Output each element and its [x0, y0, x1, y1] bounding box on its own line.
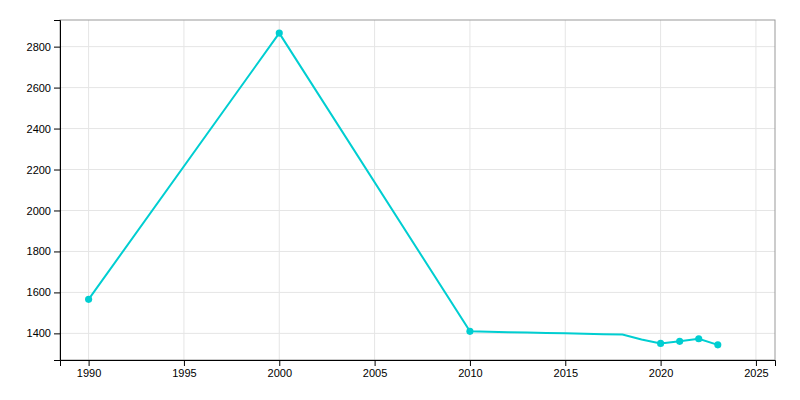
tick-mark: [54, 210, 60, 211]
grid-line-x: [279, 20, 280, 360]
tick: 2800: [27, 41, 60, 53]
tick-mark: [89, 360, 90, 366]
grid-line-x: [565, 20, 566, 360]
grid-line-x: [183, 20, 184, 360]
tick-label: 2005: [363, 367, 387, 379]
tick-mark: [54, 292, 60, 293]
marks: [85, 30, 721, 349]
tick: 1600: [27, 286, 60, 298]
tick-label: 2020: [649, 367, 673, 379]
grid-line-x: [660, 20, 661, 360]
chart: 1990 1995 2000 2005 2010 2015 2020 2025 1400 1600…: [0, 0, 800, 400]
tick: 2015: [554, 360, 578, 379]
tick-mark: [184, 360, 185, 366]
marker: [676, 338, 683, 345]
plot: 1990 1995 2000 2005 2010 2015 2020 2025 1400 1600…: [27, 20, 776, 379]
line: [89, 33, 718, 345]
tick-mark: [54, 129, 60, 130]
tick: 2025: [744, 360, 768, 379]
tick-label: 2000: [268, 367, 292, 379]
tick: 2000: [268, 360, 292, 379]
tick-mark: [470, 360, 471, 366]
tick: 1400: [27, 327, 60, 339]
tick-label: 2600: [27, 82, 51, 94]
tick-mark: [756, 360, 757, 366]
tick-label: 2400: [27, 123, 51, 135]
grid: [60, 20, 775, 360]
tick-label: 2800: [27, 41, 51, 53]
marker: [714, 341, 721, 348]
tick-mark: [54, 333, 60, 334]
tick-label: 1600: [27, 286, 51, 298]
x-axis: 1990 1995 2000 2005 2010 2015 2020 2025: [61, 360, 776, 379]
marker: [466, 328, 473, 335]
tick-mark: [279, 360, 280, 366]
tick-mark: [54, 251, 60, 252]
tick-label: 1990: [77, 367, 101, 379]
tick: 2000: [27, 205, 60, 217]
plot-frame: [60, 20, 775, 360]
tick-label: 2010: [458, 367, 482, 379]
tick: 2600: [27, 82, 60, 94]
tick-mark: [661, 360, 662, 366]
tick-mark: [375, 360, 376, 366]
marker: [276, 30, 283, 37]
grid-line-x: [755, 20, 756, 360]
tick-label: 1995: [172, 367, 196, 379]
tick: 1995: [172, 360, 196, 379]
tick-label: 2200: [27, 164, 51, 176]
tick: 1800: [27, 245, 60, 257]
tick-mark: [565, 360, 566, 366]
tick-label: 1800: [27, 245, 51, 257]
tick-label: 2025: [744, 367, 768, 379]
tick: 1990: [77, 360, 101, 379]
tick-label: 2000: [27, 205, 51, 217]
tick-label: 2015: [554, 367, 578, 379]
grid-line-y: [60, 87, 775, 88]
tick-mark: [54, 47, 60, 48]
grid-line-x: [88, 20, 89, 360]
grid-line-y: [60, 292, 775, 293]
marker: [695, 335, 702, 342]
tick-mark: [54, 88, 60, 89]
tick: 2005: [363, 360, 387, 379]
grid-line-y: [60, 169, 775, 170]
grid-line-y: [60, 46, 775, 47]
grid-line-x: [374, 20, 375, 360]
tick-label: 1400: [27, 327, 51, 339]
grid-line-x: [469, 20, 470, 360]
tick: 2010: [458, 360, 482, 379]
grid-line-y: [60, 210, 775, 211]
axis-line: [61, 361, 776, 367]
tick: 2200: [27, 164, 60, 176]
grid-line-y: [60, 128, 775, 129]
axis-line: [54, 21, 61, 361]
tick: 2400: [27, 123, 60, 135]
grid-line-y: [60, 333, 775, 334]
y-axis: 1400 1600 1800 2000 2200 2400 2600 2800: [27, 21, 61, 361]
marker: [85, 296, 92, 303]
tick-mark: [54, 170, 60, 171]
tick: 2020: [649, 360, 673, 379]
marker: [657, 340, 664, 347]
